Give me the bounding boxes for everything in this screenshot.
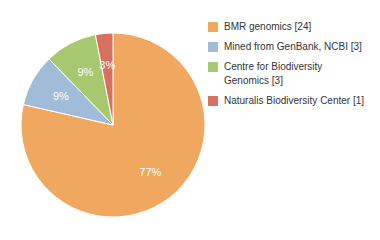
svg-text:9%: 9% [53,90,69,102]
html-text:Mined from GenBank, NCBI [3]: Mined from GenBank, NCBI [3] [224,41,362,52]
html-text:BMR genomics [24]: BMR genomics [24] [224,21,312,32]
svg-text:3%: 3% [99,59,115,71]
html-text:Centre for Biodiversity Genomi: Centre for Biodiversity Genomics [3] [224,61,323,86]
html-text:Naturalis Biodiversity Center: Naturalis Biodiversity Center [1] [224,95,365,106]
svg-text:77%: 77% [139,166,161,178]
svg-text:9%: 9% [77,66,93,78]
